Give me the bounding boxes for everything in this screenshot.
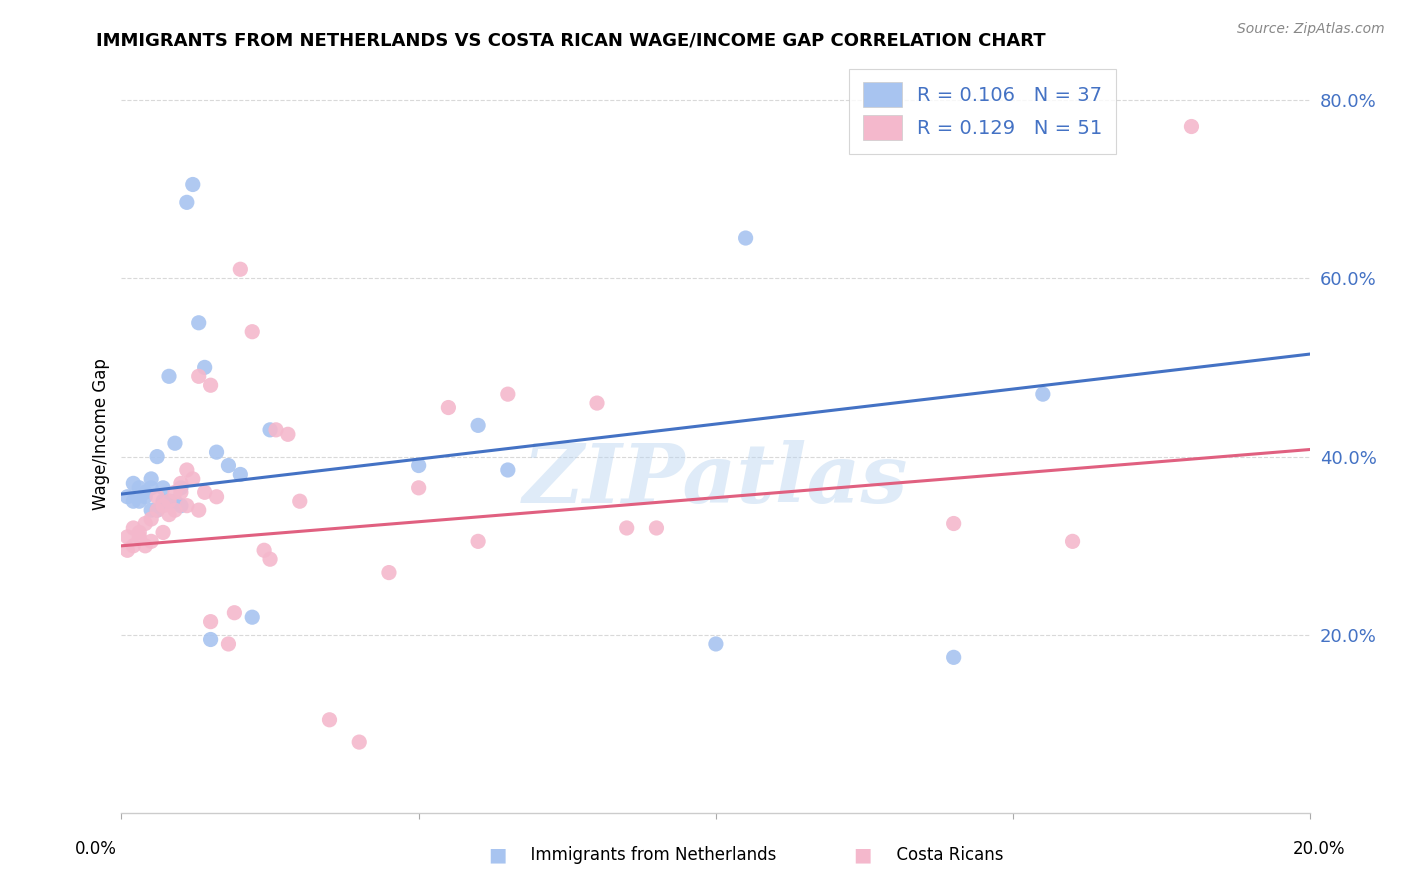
Point	[318, 713, 340, 727]
Point	[264, 423, 287, 437]
Point	[146, 450, 169, 464]
Point	[134, 490, 156, 504]
Point	[217, 458, 239, 473]
Point	[200, 632, 222, 647]
Point	[152, 494, 174, 508]
Point	[141, 512, 163, 526]
Point	[141, 481, 163, 495]
Point	[122, 476, 145, 491]
Point	[187, 316, 209, 330]
Point	[176, 463, 198, 477]
Point	[1032, 387, 1054, 401]
Point	[170, 481, 193, 495]
Point	[347, 735, 370, 749]
Point	[152, 499, 174, 513]
Point	[128, 481, 150, 495]
Point	[157, 369, 180, 384]
Point	[378, 566, 401, 580]
Point	[1062, 534, 1084, 549]
Text: IMMIGRANTS FROM NETHERLANDS VS COSTA RICAN WAGE/INCOME GAP CORRELATION CHART: IMMIGRANTS FROM NETHERLANDS VS COSTA RIC…	[96, 31, 1045, 49]
Point	[616, 521, 638, 535]
Legend: R = 0.106   N = 37, R = 0.129   N = 51: R = 0.106 N = 37, R = 0.129 N = 51	[849, 69, 1116, 153]
Point	[408, 481, 430, 495]
Point	[181, 178, 204, 192]
Point	[163, 485, 186, 500]
Point	[496, 463, 519, 477]
Point	[141, 472, 163, 486]
Point	[122, 521, 145, 535]
Point	[240, 325, 263, 339]
Point	[146, 490, 169, 504]
Point	[229, 467, 252, 482]
Text: Source: ZipAtlas.com: Source: ZipAtlas.com	[1237, 22, 1385, 37]
Point	[141, 503, 163, 517]
Point	[187, 369, 209, 384]
Point	[176, 499, 198, 513]
Point	[176, 195, 198, 210]
Point	[134, 516, 156, 531]
Text: ZIPatlas: ZIPatlas	[523, 440, 908, 520]
Point	[408, 458, 430, 473]
Point	[117, 530, 139, 544]
Point	[704, 637, 727, 651]
Point	[200, 378, 222, 392]
Point	[163, 436, 186, 450]
Point	[496, 387, 519, 401]
Point	[586, 396, 609, 410]
Point	[146, 503, 169, 517]
Point	[170, 485, 193, 500]
Text: ■: ■	[488, 845, 506, 864]
Point	[942, 516, 965, 531]
Point	[128, 494, 150, 508]
Point	[146, 503, 169, 517]
Point	[152, 525, 174, 540]
Point	[117, 490, 139, 504]
Text: Costa Ricans: Costa Ricans	[886, 846, 1004, 863]
Point	[134, 539, 156, 553]
Point	[163, 494, 186, 508]
Point	[181, 472, 204, 486]
Point	[163, 503, 186, 517]
Point	[437, 401, 460, 415]
Point	[467, 534, 489, 549]
Point	[157, 494, 180, 508]
Point	[128, 525, 150, 540]
Point	[217, 637, 239, 651]
Point	[194, 485, 217, 500]
Point	[194, 360, 217, 375]
Point	[1180, 120, 1202, 134]
Text: 20.0%: 20.0%	[1292, 840, 1346, 858]
Point	[229, 262, 252, 277]
Point	[259, 552, 281, 566]
Point	[170, 476, 193, 491]
Point	[170, 499, 193, 513]
Point	[734, 231, 756, 245]
Point	[645, 521, 668, 535]
Point	[157, 494, 180, 508]
Point	[253, 543, 276, 558]
Point	[200, 615, 222, 629]
Text: 0.0%: 0.0%	[75, 840, 117, 858]
Point	[157, 508, 180, 522]
Point	[240, 610, 263, 624]
Point	[141, 534, 163, 549]
Point	[288, 494, 311, 508]
Point	[122, 539, 145, 553]
Point	[205, 490, 228, 504]
Point	[128, 530, 150, 544]
Point	[277, 427, 299, 442]
Point	[259, 423, 281, 437]
Text: ■: ■	[853, 845, 872, 864]
Point	[467, 418, 489, 433]
Point	[134, 485, 156, 500]
Point	[152, 481, 174, 495]
Text: Immigrants from Netherlands: Immigrants from Netherlands	[520, 846, 776, 863]
Point	[205, 445, 228, 459]
Point	[224, 606, 246, 620]
Point	[942, 650, 965, 665]
Point	[117, 543, 139, 558]
Y-axis label: Wage/Income Gap: Wage/Income Gap	[93, 359, 110, 510]
Point	[187, 503, 209, 517]
Point	[122, 494, 145, 508]
